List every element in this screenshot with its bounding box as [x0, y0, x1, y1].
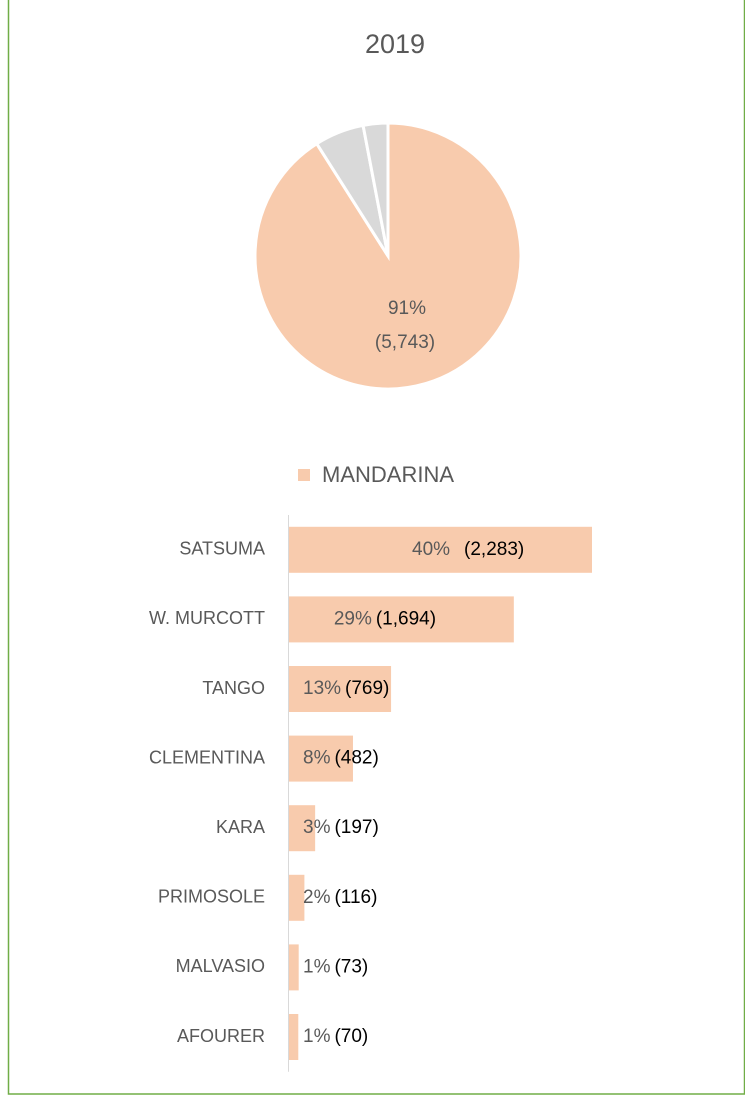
bar [289, 666, 392, 712]
percent-label: 1% [303, 956, 331, 977]
legend-swatch [298, 469, 310, 481]
count-label: (70) [334, 1026, 368, 1047]
count-label: (73) [334, 956, 368, 977]
category-label: MALVASIO [176, 956, 265, 976]
count-label: (197) [334, 817, 378, 838]
percent-label: 1% [303, 1026, 331, 1047]
bar [289, 526, 592, 573]
category-label: CLEMENTINA [149, 747, 265, 767]
bar [289, 874, 305, 921]
percent-label: 3% [303, 817, 331, 838]
category-label: PRIMOSOLE [158, 887, 265, 907]
bar [289, 1014, 299, 1060]
count-label: (2,283) [464, 539, 524, 560]
chart-title: 2019 [365, 29, 425, 59]
bar [289, 805, 316, 852]
count-label: (482) [334, 748, 378, 769]
count-label: (116) [334, 887, 377, 908]
percent-label: 13% [303, 678, 341, 699]
legend-label: MANDARINA [322, 462, 454, 487]
category-label: W. MURCOTT [149, 608, 265, 628]
bar [289, 735, 353, 782]
category-label: SATSUMA [179, 539, 265, 559]
percent-label: 8% [303, 748, 331, 769]
slice-percent-label: 91% [388, 298, 426, 319]
count-label: (1,694) [376, 608, 436, 629]
bar [289, 944, 299, 991]
count-label: (769) [345, 678, 389, 699]
category-label: AFOURER [177, 1026, 265, 1046]
category-label: KARA [216, 817, 265, 837]
percent-label: 29% [334, 608, 372, 629]
bar [289, 596, 514, 643]
percent-label: 2% [303, 887, 331, 908]
category-label: TANGO [202, 678, 265, 698]
slice-count-label: (5,743) [375, 332, 435, 353]
pie-slice [361, 121, 390, 257]
percent-label: 40% [412, 539, 450, 560]
